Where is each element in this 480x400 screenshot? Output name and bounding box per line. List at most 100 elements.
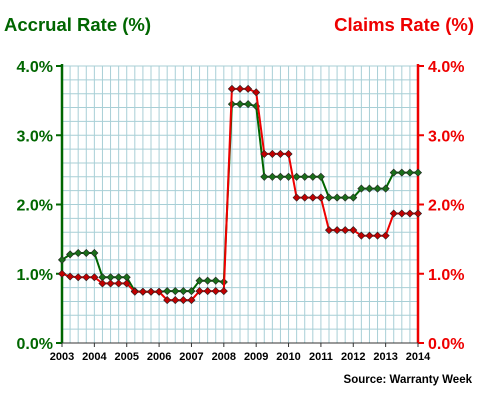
right-y-tick-label: 0.0% <box>428 336 464 353</box>
accrual-point <box>268 172 277 181</box>
claims-point <box>114 279 123 288</box>
accrual-point <box>171 287 180 296</box>
claims-point <box>235 84 245 93</box>
accrual-point <box>333 193 342 202</box>
claims-point <box>203 287 212 296</box>
claims-point <box>357 231 366 240</box>
accrual-point <box>373 184 382 193</box>
claims-point <box>341 226 350 235</box>
claims-point <box>74 273 83 282</box>
accrual-point <box>316 172 325 181</box>
left-y-tick-label: 2.0% <box>17 198 53 215</box>
accrual-point <box>163 287 172 296</box>
x-tick-label: 2006 <box>147 351 171 363</box>
claims-point <box>219 287 228 296</box>
accrual-point <box>260 172 269 181</box>
series <box>57 84 423 305</box>
accrual-point <box>284 172 293 181</box>
claims-point <box>146 287 156 296</box>
claims-point <box>373 231 382 240</box>
claims-point <box>316 193 325 202</box>
source-note: Source: Warranty Week <box>343 374 472 386</box>
claims-point <box>413 209 423 218</box>
claims-point <box>66 272 75 281</box>
claims-point <box>122 279 131 288</box>
claims-point <box>365 231 374 240</box>
claims-point <box>349 226 358 235</box>
x-tick-label: 2014 <box>406 351 431 363</box>
x-tick-label: 2011 <box>309 351 333 363</box>
claims-point <box>98 279 107 288</box>
claims-point <box>106 279 115 288</box>
accrual-point <box>179 287 188 296</box>
claims-point <box>397 209 406 218</box>
accrual-point <box>413 168 423 177</box>
x-tick-label: 2013 <box>373 351 397 363</box>
left-y-tick-label: 4.0% <box>17 59 53 76</box>
claims-point <box>227 84 236 93</box>
accrual-point <box>203 276 212 285</box>
claims-rate-title: Claims Rate (%) <box>334 14 474 35</box>
accrual-point <box>292 172 301 181</box>
claims-point <box>244 84 253 93</box>
claims-point <box>405 209 414 218</box>
x-tick-label: 2004 <box>82 351 107 363</box>
right-y-tick-label: 4.0% <box>428 59 464 76</box>
x-tick-label: 2010 <box>276 351 300 363</box>
accrual-point <box>187 287 196 296</box>
accrual-point <box>341 193 350 202</box>
accrual-point <box>357 184 366 193</box>
accrual-point <box>308 172 317 181</box>
claims-point <box>130 287 139 296</box>
claims-point <box>187 296 196 305</box>
claims-point <box>284 149 293 158</box>
accrual-point <box>195 276 204 285</box>
claims-point <box>381 231 390 240</box>
claims-point <box>276 149 285 158</box>
claims-point <box>252 88 261 97</box>
claims-point <box>324 226 334 235</box>
x-tick-label: 2005 <box>114 351 138 363</box>
accrual-rate-title: Accrual Rate (%) <box>4 14 152 35</box>
accrual-point <box>324 193 334 202</box>
claims-point <box>155 287 164 296</box>
accrual-point <box>365 184 374 193</box>
accrual-point <box>66 250 75 259</box>
tick-labels: 0.0% 0.0% 1.0% 1.0% 2.0% 2.0% 3.0% 3.0% 4.0% 4.0%… <box>17 59 465 363</box>
claims-point <box>300 193 309 202</box>
x-tick-label: 2009 <box>244 351 268 363</box>
accrual-point <box>90 248 99 257</box>
x-tick-label: 2003 <box>50 351 74 363</box>
accrual-point <box>211 276 220 285</box>
accrual-point <box>349 193 358 202</box>
claims-point <box>195 287 204 296</box>
claims-point <box>171 296 180 305</box>
left-y-tick-label: 3.0% <box>17 128 53 145</box>
claims-point <box>308 193 317 202</box>
accrual-point <box>74 248 83 257</box>
accrual-point <box>82 248 91 257</box>
accrual-point <box>405 168 414 177</box>
accrual-point <box>235 100 245 109</box>
accrual-point <box>397 168 406 177</box>
left-y-tick-label: 0.0% <box>17 336 53 353</box>
claims-point <box>389 209 398 218</box>
claims-point <box>138 287 147 296</box>
right-y-tick-label: 2.0% <box>428 198 464 215</box>
accrual-point <box>300 172 309 181</box>
axes <box>56 64 424 347</box>
claims-point <box>82 273 91 282</box>
claims-point <box>292 193 301 202</box>
accrual-point <box>389 168 398 177</box>
left-y-tick-label: 1.0% <box>17 267 53 284</box>
claims-point <box>211 287 220 296</box>
accrual-point <box>57 255 67 264</box>
x-tick-label: 2007 <box>179 351 203 363</box>
claims-point <box>179 296 188 305</box>
claims-point <box>90 273 99 282</box>
claims-point <box>57 269 67 278</box>
claims-point <box>260 149 269 158</box>
x-tick-label: 2008 <box>212 351 236 363</box>
accrual-point <box>276 172 285 181</box>
